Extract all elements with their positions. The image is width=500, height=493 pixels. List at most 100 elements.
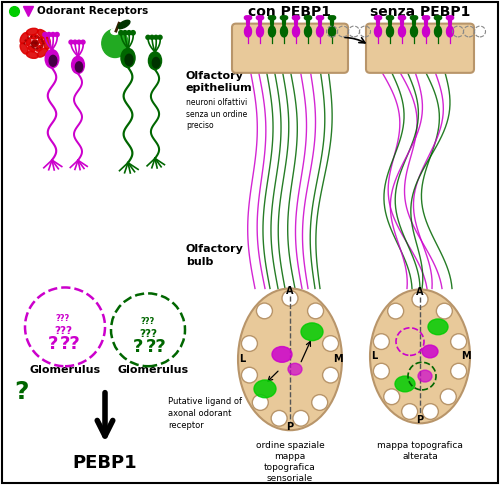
Text: ???: ??? (141, 317, 155, 326)
Circle shape (384, 389, 400, 405)
Ellipse shape (26, 38, 31, 45)
Circle shape (150, 35, 154, 39)
Ellipse shape (254, 380, 276, 398)
Circle shape (440, 389, 456, 405)
Ellipse shape (36, 45, 43, 51)
Ellipse shape (272, 347, 292, 362)
Ellipse shape (292, 26, 300, 37)
FancyBboxPatch shape (2, 2, 498, 483)
Circle shape (332, 16, 336, 20)
Circle shape (318, 16, 321, 20)
Text: ??: ?? (146, 338, 167, 355)
Circle shape (248, 16, 252, 20)
Ellipse shape (256, 26, 264, 37)
Circle shape (401, 16, 404, 20)
Ellipse shape (395, 376, 415, 392)
Ellipse shape (280, 26, 287, 37)
Ellipse shape (434, 26, 442, 37)
Ellipse shape (26, 51, 38, 58)
Ellipse shape (20, 43, 28, 54)
Circle shape (424, 16, 427, 20)
Circle shape (271, 410, 287, 426)
Circle shape (388, 16, 391, 20)
Circle shape (450, 334, 466, 350)
Circle shape (328, 16, 332, 20)
Circle shape (400, 16, 403, 20)
Circle shape (410, 16, 414, 20)
Text: neuroni olfattivi
senza un ordine
preciso: neuroni olfattivi senza un ordine precis… (186, 99, 247, 130)
Circle shape (246, 16, 249, 20)
Circle shape (374, 16, 378, 20)
Circle shape (413, 16, 416, 20)
Text: Glomerulus: Glomerulus (30, 365, 101, 375)
Text: ??: ?? (60, 335, 80, 352)
Circle shape (73, 40, 77, 44)
Ellipse shape (28, 46, 35, 52)
Circle shape (307, 16, 310, 20)
Circle shape (271, 16, 274, 20)
Ellipse shape (20, 33, 28, 44)
Circle shape (258, 16, 261, 20)
Ellipse shape (38, 48, 48, 57)
Ellipse shape (288, 363, 302, 375)
Ellipse shape (118, 20, 130, 29)
FancyBboxPatch shape (366, 24, 474, 73)
Ellipse shape (45, 50, 59, 68)
Circle shape (77, 40, 81, 44)
Circle shape (434, 16, 438, 20)
Circle shape (282, 16, 285, 20)
Circle shape (412, 291, 428, 307)
Circle shape (244, 16, 248, 20)
Circle shape (450, 363, 466, 379)
Circle shape (437, 16, 440, 20)
Text: ?: ? (15, 380, 29, 404)
Ellipse shape (316, 26, 324, 37)
Circle shape (260, 16, 264, 20)
Circle shape (123, 31, 127, 35)
Circle shape (330, 16, 333, 20)
Text: con PEBP1: con PEBP1 (248, 5, 332, 19)
Ellipse shape (446, 26, 454, 37)
Text: ordine spaziale
mappa
topografica
sensoriale: ordine spaziale mappa topografica sensor… (256, 441, 324, 483)
Circle shape (270, 16, 273, 20)
Ellipse shape (244, 26, 252, 37)
Circle shape (280, 16, 284, 20)
Ellipse shape (374, 26, 382, 37)
Circle shape (446, 16, 450, 20)
Circle shape (320, 16, 324, 20)
Circle shape (43, 33, 47, 36)
Circle shape (283, 16, 286, 20)
Ellipse shape (125, 54, 133, 66)
Circle shape (376, 16, 379, 20)
Circle shape (438, 16, 442, 20)
Circle shape (374, 363, 390, 379)
Circle shape (81, 40, 85, 44)
Ellipse shape (72, 56, 85, 73)
Circle shape (422, 16, 426, 20)
Ellipse shape (386, 26, 394, 37)
Circle shape (331, 16, 334, 20)
Circle shape (388, 303, 404, 319)
Circle shape (272, 16, 276, 20)
Circle shape (425, 16, 428, 20)
Ellipse shape (30, 35, 38, 39)
Circle shape (32, 40, 38, 46)
Circle shape (312, 394, 328, 410)
Circle shape (436, 303, 452, 319)
Ellipse shape (38, 37, 44, 44)
Text: Glomerulus: Glomerulus (118, 365, 188, 375)
Text: ???: ??? (54, 326, 72, 336)
Ellipse shape (398, 26, 406, 37)
Ellipse shape (148, 52, 162, 70)
Ellipse shape (102, 29, 128, 58)
Circle shape (398, 16, 402, 20)
Ellipse shape (268, 26, 276, 37)
Ellipse shape (418, 370, 432, 382)
Circle shape (294, 16, 297, 20)
Text: A: A (416, 287, 424, 297)
Circle shape (450, 16, 454, 20)
Ellipse shape (370, 289, 470, 423)
Circle shape (127, 31, 131, 35)
Circle shape (146, 35, 150, 39)
Ellipse shape (111, 29, 119, 35)
